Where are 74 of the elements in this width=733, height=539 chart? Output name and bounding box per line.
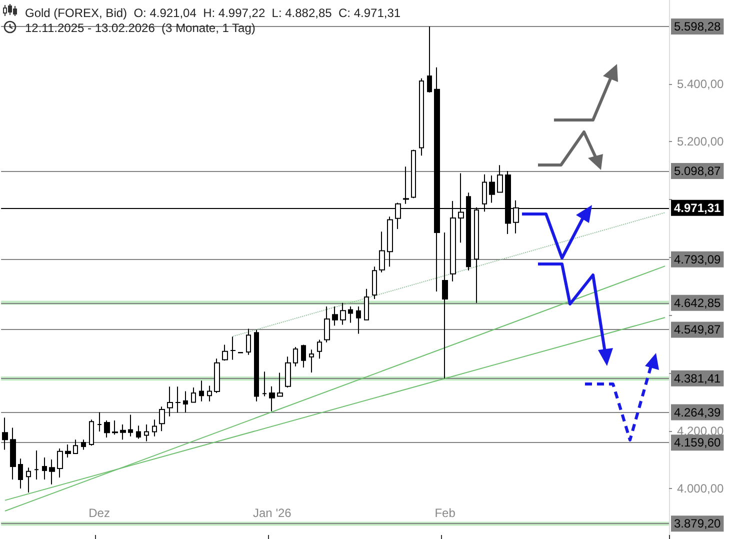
candlestick [144,424,149,442]
x-tick-label: Jan '26 [253,506,292,520]
candlestick [348,306,353,324]
candlestick [2,417,8,450]
candlestick [246,328,251,356]
candlestick [73,439,78,454]
candlestick [10,427,16,480]
candlestick [277,372,283,397]
candlestick [120,424,126,440]
candlestick [497,164,503,194]
candlestick [104,420,110,438]
candlestick [191,387,196,404]
x-tick-label: Feb [434,506,456,520]
ref-line-label: 4.381,41 [674,371,722,386]
candlestick [356,306,361,334]
candlestick [262,371,267,397]
candlestick [324,306,330,343]
candlestick [214,358,220,394]
candlestick [57,448,63,478]
ref-line-label: 4.793,09 [674,252,722,266]
candlestick [34,450,39,480]
candlestick [128,414,133,437]
candlestick [183,390,188,413]
candlestick [309,349,314,373]
candlestick [89,419,94,446]
candlestick [340,302,346,326]
candlestick [285,356,291,388]
ref-line-label: 3.879,20 [674,516,722,531]
candlestick [442,232,448,379]
candlestick [167,386,173,417]
candlestick [65,444,71,458]
candlestick [152,419,157,437]
candlestick [372,266,377,300]
candlestick [411,149,416,199]
candlestick [97,412,102,432]
candlestick [112,420,118,436]
ref-line-label: 5.598,28 [674,20,722,34]
candlestick [230,336,236,360]
candlestick [427,26,432,94]
ref-line-label: 4.642,85 [674,296,722,310]
y-tick-label: 5.200,00 [677,134,724,149]
candlestick [419,78,424,156]
candlestick [159,406,165,432]
y-tick-label: 5.400,00 [677,76,724,91]
candlestick [489,175,495,204]
candlestick [364,288,369,320]
ref-line-label: 4.971,31 [674,200,722,215]
candlestick [269,386,275,412]
candlestick [175,386,181,414]
candlestick [26,467,31,493]
text: Gold (FOREX, Bid) O: 4.921,04 H: 4.997,22 L: 4.882,85 C: 4.971,31 [25,6,401,20]
candlestick [222,344,228,362]
ref-line-label: 4.264,39 [674,405,722,420]
candlestick [293,346,298,367]
candlestick [42,456,47,480]
candlestick [403,166,409,204]
candlestick [136,425,141,440]
ref-line-label: 5.098,87 [674,164,722,178]
candlestick [199,380,204,402]
candlestick [379,231,385,273]
x-tick-label: Dez [88,506,110,520]
ref-line-label: 4.159,60 [674,436,722,450]
y-tick-label: 4.200,00 [677,424,724,438]
candlestick [254,329,259,402]
candlestick [18,458,23,489]
candlestick [387,216,393,268]
candlestick [317,339,322,360]
candlestick [81,439,86,450]
y-tick-label: 4.000,00 [677,482,724,496]
candlestick [301,344,306,368]
candlestick [207,385,212,402]
candlestick [49,459,55,485]
ref-line-label: 4.549,87 [674,322,722,337]
candlestick [332,306,338,326]
